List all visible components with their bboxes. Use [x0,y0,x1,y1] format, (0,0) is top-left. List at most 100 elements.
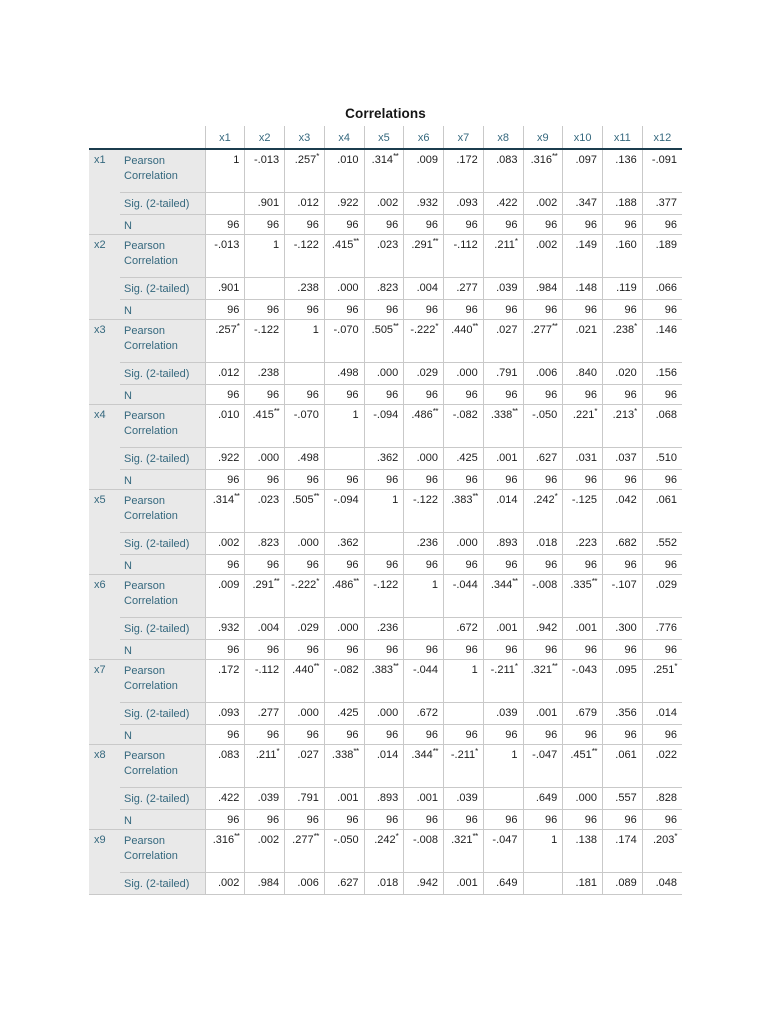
corr-value-cell: 96 [443,809,484,830]
corr-value-cell: .823 [244,532,285,555]
significance-stars: * [514,662,518,671]
corr-value-cell: .119 [601,277,643,300]
significance-stars: ** [472,492,479,501]
corr-value-cell: 96 [323,214,365,235]
corr-value-cell: .422 [482,192,523,215]
corr-value-cell: .061 [641,489,682,533]
sig-row-x3: Sig. (2-tailed) .012.238.498.000.029.000.… [89,362,682,385]
corr-value-cell: 96 [601,214,643,235]
n-row-x7: N 96 96 96 96 96 96 96 96 96 96 96 96 [89,724,682,745]
corr-value-cell: .021 [562,319,603,363]
corr-value-cell: .415** [244,404,285,448]
corr-value-cell: 96 [204,724,245,745]
corr-value-cell: .211* [482,234,523,278]
pearson-label: Pearson Correlation [120,319,206,363]
corr-value-cell: 96 [244,299,285,320]
corr-value-cell: 96 [204,639,245,660]
corr-value-cell: .679 [562,702,603,725]
corr-value-cell: 96 [522,554,563,575]
n-label: N [120,469,206,490]
corr-value-cell: 96 [522,809,563,830]
corr-value-cell: .238* [601,319,643,363]
significance-stars: * [514,237,518,246]
corr-value-cell: 96 [641,469,682,490]
corr-value-cell: -.112 [443,234,484,278]
corr-value-cell: .188 [601,192,643,215]
corr-value-cell: -.122 [284,234,325,278]
corr-value-cell: .174 [601,829,643,873]
table-header: x1 x2 x3 x4 x5 x6 x7 x8 x9 x10 x11 x12 [89,126,682,150]
corr-value-cell: .383** [363,659,404,703]
sig-label: Sig. (2-tailed) [120,277,206,300]
n-row-x8: N 96 96 96 96 96 96 96 96 96 96 96 96 [89,809,682,830]
corr-value-cell: .089 [601,872,643,895]
corr-value-cell: -.222* [284,574,325,618]
corr-value-cell: 96 [244,384,285,405]
corr-value-cell: .156 [641,362,682,385]
corr-value-cell: 96 [403,299,444,320]
n-label: N [120,639,206,660]
corr-value-cell: .018 [522,532,563,555]
corr-value-cell: 96 [284,639,325,660]
corr-value-cell: .498 [284,447,325,470]
corr-value-cell: 96 [601,809,643,830]
corr-value-cell: .236 [403,532,444,555]
column-header-x5: x5 [363,126,404,150]
corr-value-cell: 96 [204,299,245,320]
sig-row-x7: Sig. (2-tailed) .093.277.000.425.000.672.… [89,702,682,725]
corr-value-cell: .010 [204,404,245,448]
significance-stars: * [236,322,240,331]
corr-value-cell: 96 [601,639,643,660]
corr-value-cell: 96 [641,384,682,405]
corr-value-cell: 96 [641,724,682,745]
corr-value-cell: 96 [323,724,365,745]
corr-value-cell: .000 [244,447,285,470]
corr-value-cell: .893 [482,532,523,555]
corr-value-cell: 96 [601,554,643,575]
significance-stars: * [475,747,478,756]
corr-value-cell: .552 [641,532,682,555]
corr-value-cell: .362 [363,447,404,470]
corr-value-cell: .138 [562,829,603,873]
corr-value-cell: 96 [284,214,325,235]
pearson-label: Pearson Correlation [120,149,206,193]
corr-value-cell: .221* [562,404,603,448]
pearson-label: Pearson Correlation [120,489,206,533]
corr-value-cell: .505** [363,319,404,363]
corr-value-cell: 96 [244,214,285,235]
significance-stars: ** [353,237,359,246]
corr-value-cell: 96 [641,299,682,320]
corr-value-cell: 96 [284,469,325,490]
column-header-x11: x11 [601,126,643,150]
corr-value-cell: .314** [204,489,245,533]
corr-value-cell: .510 [641,447,682,470]
header-row: x1 x2 x3 x4 x5 x6 x7 x8 x9 x10 x11 x12 [89,126,682,150]
corr-value-cell: 96 [403,384,444,405]
corr-value-cell: 96 [522,384,563,405]
corr-value-cell: -.070 [323,319,365,363]
sig-row-x9: Sig. (2-tailed) .002.984.006.627.018.942.… [89,872,682,895]
corr-value-cell: .093 [204,702,245,725]
corr-value-cell: .498 [323,362,365,385]
corr-value-cell: .000 [562,787,603,810]
corr-value-cell: .000 [443,362,484,385]
corr-value-cell: .000 [363,702,404,725]
corr-value-cell: .277** [284,829,325,873]
corr-value-cell: .672 [443,617,484,640]
significance-stars: ** [472,322,479,331]
corr-value-cell: .242* [363,829,404,873]
corr-value-cell: 96 [204,214,245,235]
corr-value-cell: .136 [601,149,643,193]
corr-value-cell: 96 [562,384,603,405]
corr-value-cell: .172 [204,659,245,703]
corr-value-cell: 96 [204,809,245,830]
spss-output-sheet: Correlations x1 x2 x3 x4 x5 x6 x7 x8 x9 x10 x11 x12… [89,106,682,895]
n-label: N [120,724,206,745]
significance-stars: ** [552,662,558,671]
corr-value-cell: 96 [522,469,563,490]
significance-stars: * [395,832,399,841]
corr-value-cell: .223 [562,532,603,555]
corr-value-cell: .344** [482,574,523,618]
corr-value-cell: .006 [522,362,563,385]
corr-value-cell: 96 [363,724,404,745]
